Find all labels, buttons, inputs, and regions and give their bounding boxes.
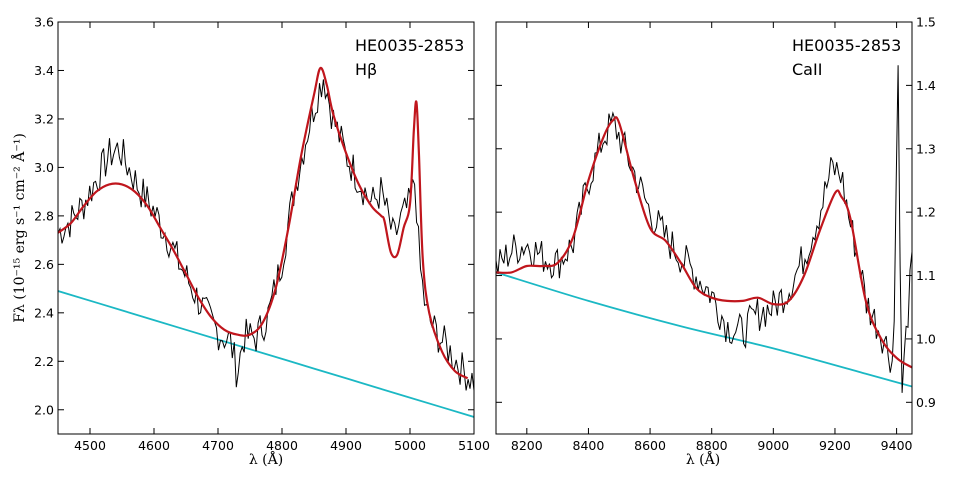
caii-object-name: HE0035-2853 <box>792 36 901 55</box>
hbeta-x-tick-label: 5100 <box>458 438 490 453</box>
hbeta-y-tick-label: 3.0 <box>34 160 54 175</box>
hbeta-plot-frame <box>57 21 475 435</box>
caii-x-tick-label: 9200 <box>819 438 851 453</box>
hbeta-y-tick-label: 2.8 <box>34 208 54 223</box>
hbeta-y-tick-label: 2.4 <box>34 305 54 320</box>
hbeta-x-tick-label: 4600 <box>138 438 170 453</box>
caii-y-tick-label: 1.4 <box>916 78 936 93</box>
hbeta-x-tick-label: 4700 <box>202 438 234 453</box>
caii-model-fit <box>496 116 912 369</box>
caii-y-tick-label: 1.2 <box>916 205 936 220</box>
hbeta-model-fit <box>58 66 469 380</box>
caii-plot-frame <box>495 21 913 435</box>
hbeta-y-tick-label: 3.4 <box>34 63 54 78</box>
hbeta-line-label: Hβ <box>355 60 377 79</box>
hbeta-y-tick-label: 3.6 <box>34 15 54 30</box>
caii-x-tick-label: 8800 <box>696 438 728 453</box>
hbeta-x-tick-label: 4900 <box>330 438 362 453</box>
caii-y-tick-label: 1.5 <box>916 15 936 30</box>
hbeta-y-tick-label: 2.6 <box>34 257 54 272</box>
caii-panel: HE0035-2853 CaII λ (Å) 8200 8400 8600 8800 9… <box>495 15 936 468</box>
hbeta-continuum <box>58 290 474 418</box>
hbeta-observed-spectrum <box>58 79 474 391</box>
hbeta-y-tick-label: 3.2 <box>34 111 54 126</box>
hbeta-x-tick-label: 5000 <box>394 438 426 453</box>
caii-x-tick-label: 9000 <box>757 438 789 453</box>
hbeta-x-axis-label: λ (Å) <box>249 450 283 468</box>
hbeta-object-name: HE0035-2853 <box>355 36 464 55</box>
flux-y-axis-label: Fλ (10⁻¹⁵ erg s⁻¹ cm⁻² Å⁻¹) <box>10 133 28 323</box>
hbeta-x-tick-label: 4500 <box>74 438 106 453</box>
caii-x-tick-label: 9400 <box>881 438 913 453</box>
caii-y-tick-label: 1.0 <box>916 331 936 346</box>
caii-line-label: CaII <box>792 60 822 79</box>
hbeta-y-tick-label: 2.2 <box>34 354 54 369</box>
hbeta-panel: HE0035-2853 Hβ λ (Å) Fλ (10⁻¹⁵ erg s⁻¹ c… <box>10 15 490 469</box>
caii-x-tick-label: 8400 <box>573 438 605 453</box>
caii-y-tick-label: 1.3 <box>916 141 936 156</box>
caii-y-tick-label: 0.9 <box>916 395 936 410</box>
hbeta-x-tick-label: 4800 <box>266 438 298 453</box>
caii-continuum <box>496 271 912 388</box>
caii-y-tick-label: 1.1 <box>916 268 936 283</box>
caii-observed-spectrum <box>496 65 912 393</box>
caii-x-axis-label: λ (Å) <box>686 450 720 468</box>
hbeta-y-tick-label: 2.0 <box>34 402 54 417</box>
caii-x-tick-label: 8600 <box>634 438 666 453</box>
caii-x-tick-label: 8200 <box>511 438 543 453</box>
